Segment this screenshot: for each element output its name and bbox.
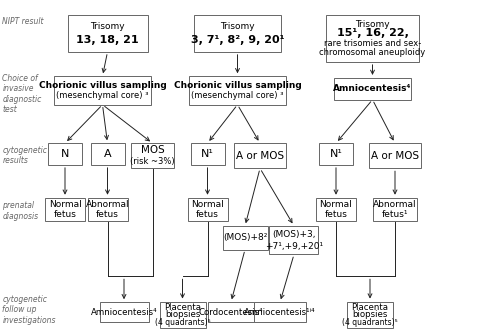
FancyBboxPatch shape [254, 302, 306, 322]
FancyBboxPatch shape [208, 302, 254, 322]
Text: cytogenetic
results: cytogenetic results [2, 146, 48, 165]
Text: Normal: Normal [320, 200, 352, 209]
Text: MOS: MOS [140, 145, 164, 155]
FancyBboxPatch shape [234, 143, 286, 168]
Text: A or MOS: A or MOS [371, 151, 419, 161]
FancyBboxPatch shape [270, 226, 318, 255]
FancyBboxPatch shape [373, 198, 417, 221]
Text: Choice of
invasive
diagnostic
test: Choice of invasive diagnostic test [2, 74, 42, 114]
Text: (mesenchymal core) ³: (mesenchymal core) ³ [191, 91, 284, 100]
Text: Cordocentesis⁴: Cordocentesis⁴ [198, 308, 264, 317]
Text: (4 quadrants)⁵: (4 quadrants)⁵ [342, 318, 398, 327]
Text: Trisomy: Trisomy [355, 20, 390, 29]
Text: N¹: N¹ [330, 149, 342, 159]
Text: NIPT result: NIPT result [2, 17, 44, 26]
FancyBboxPatch shape [326, 15, 418, 62]
FancyBboxPatch shape [88, 198, 128, 221]
Text: biopsies: biopsies [352, 311, 388, 319]
FancyBboxPatch shape [369, 143, 421, 168]
FancyBboxPatch shape [160, 302, 206, 328]
FancyBboxPatch shape [54, 76, 151, 105]
Text: fetus: fetus [324, 210, 347, 219]
Text: fetus: fetus [54, 210, 76, 219]
Text: biopsies: biopsies [165, 311, 200, 319]
FancyBboxPatch shape [190, 143, 224, 165]
Text: Abnormal: Abnormal [373, 200, 417, 209]
Text: +7¹,+9,+20¹: +7¹,+9,+20¹ [265, 242, 323, 251]
Text: cytogenetic
follow up
investigations: cytogenetic follow up investigations [2, 295, 56, 325]
Text: (4 quadrants)⁵: (4 quadrants)⁵ [154, 318, 210, 327]
Text: (MOS)+3,: (MOS)+3, [272, 230, 316, 239]
Text: 13, 18, 21: 13, 18, 21 [76, 35, 139, 45]
Text: Placenta: Placenta [164, 303, 201, 312]
FancyBboxPatch shape [100, 302, 148, 322]
FancyBboxPatch shape [347, 302, 393, 328]
Text: Trisomy: Trisomy [90, 22, 125, 30]
Text: fetus: fetus [96, 210, 119, 219]
Text: Chorionic villus sampling: Chorionic villus sampling [38, 81, 166, 89]
FancyBboxPatch shape [194, 15, 281, 52]
Text: Amniocentesis⁴: Amniocentesis⁴ [90, 308, 158, 317]
Text: Amniocentesis¹ⁱ⁴: Amniocentesis¹ⁱ⁴ [244, 308, 316, 317]
FancyBboxPatch shape [48, 143, 82, 165]
FancyBboxPatch shape [188, 198, 228, 221]
Text: Trisomy: Trisomy [220, 22, 255, 30]
FancyBboxPatch shape [319, 143, 353, 165]
Text: Normal: Normal [191, 200, 224, 209]
Text: Normal: Normal [48, 200, 82, 209]
Text: (MOS)+8²: (MOS)+8² [223, 233, 267, 242]
Text: fetus: fetus [196, 210, 219, 219]
FancyBboxPatch shape [131, 143, 174, 168]
Text: A: A [104, 149, 112, 159]
Text: (mesenchymal core) ³: (mesenchymal core) ³ [56, 91, 149, 100]
FancyBboxPatch shape [188, 76, 286, 105]
Text: 15¹, 16, 22,: 15¹, 16, 22, [336, 28, 408, 39]
Text: N¹: N¹ [201, 149, 214, 159]
FancyBboxPatch shape [316, 198, 356, 221]
FancyBboxPatch shape [222, 226, 268, 250]
Text: chromosomal aneuploidy: chromosomal aneuploidy [320, 48, 426, 57]
Text: Chorionic villus sampling: Chorionic villus sampling [174, 81, 302, 89]
Text: 3, 7¹, 8², 9, 20¹: 3, 7¹, 8², 9, 20¹ [191, 35, 284, 45]
Text: Amniocentesis⁴: Amniocentesis⁴ [334, 84, 411, 93]
FancyBboxPatch shape [90, 143, 124, 165]
Text: Abnormal: Abnormal [86, 200, 130, 209]
Text: fetus¹: fetus¹ [382, 210, 408, 219]
Text: N: N [61, 149, 69, 159]
FancyBboxPatch shape [45, 198, 85, 221]
Text: Placenta: Placenta [352, 303, 389, 312]
Text: prenatal
diagnosis: prenatal diagnosis [2, 201, 38, 221]
FancyBboxPatch shape [68, 15, 148, 52]
Text: rare trisomies and sex-: rare trisomies and sex- [324, 39, 421, 48]
Text: A or MOS: A or MOS [236, 151, 284, 161]
FancyBboxPatch shape [334, 78, 411, 100]
Text: (risk ~3%): (risk ~3%) [130, 157, 175, 165]
